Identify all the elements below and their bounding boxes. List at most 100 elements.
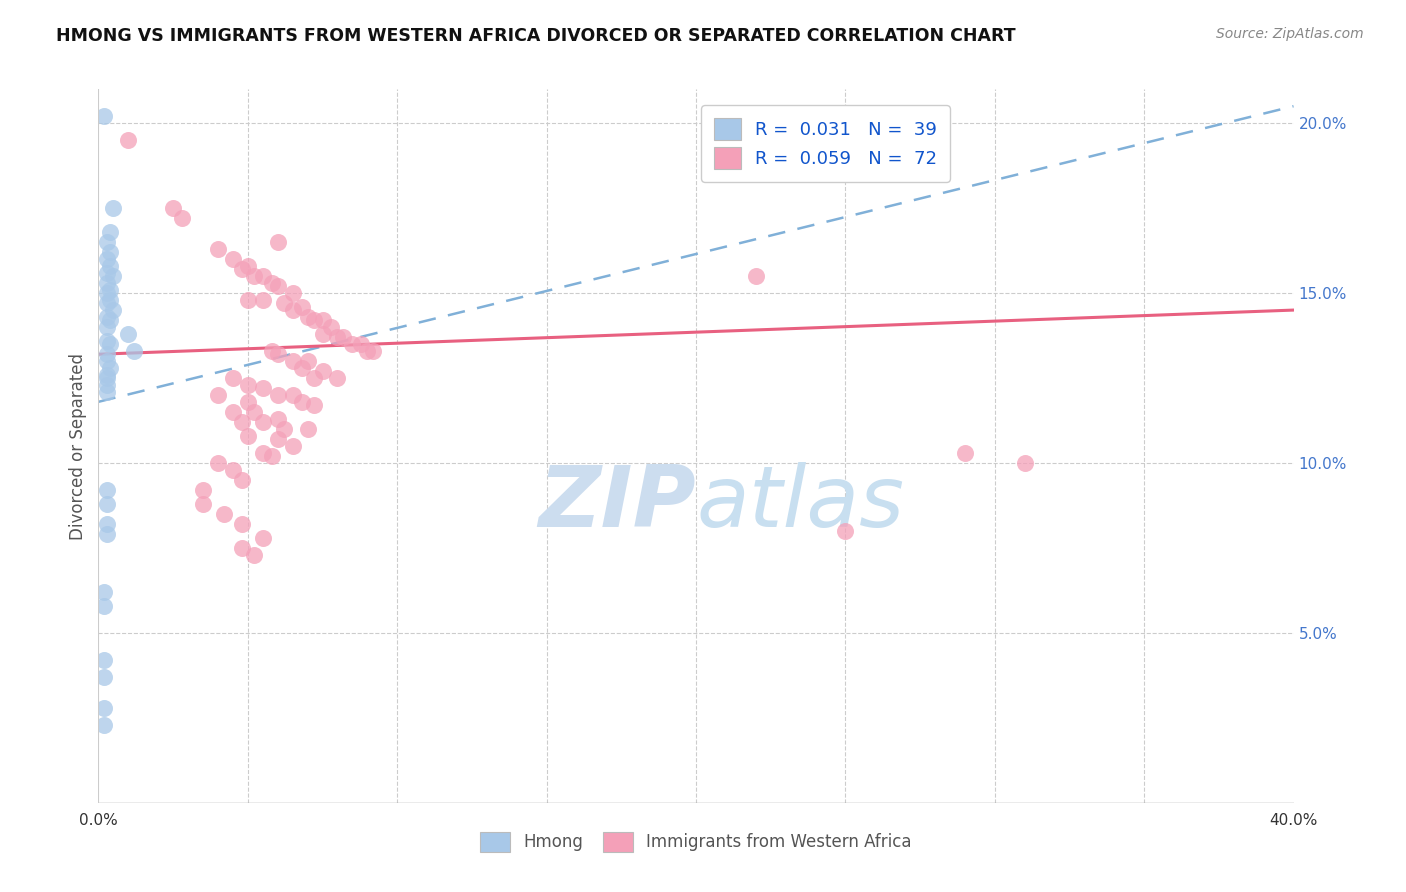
Point bbox=[96, 276, 118, 290]
Point bbox=[96, 384, 118, 399]
Point bbox=[96, 320, 118, 334]
Point bbox=[326, 330, 349, 344]
Point bbox=[93, 700, 115, 714]
Point bbox=[291, 360, 314, 375]
Point bbox=[117, 326, 139, 341]
Point bbox=[96, 235, 118, 249]
Point bbox=[267, 412, 290, 426]
Point bbox=[291, 300, 314, 314]
Point bbox=[96, 296, 118, 310]
Point bbox=[98, 293, 122, 307]
Point bbox=[103, 269, 125, 284]
Point bbox=[93, 599, 115, 613]
Point bbox=[103, 303, 125, 318]
Point bbox=[96, 377, 118, 392]
Point bbox=[98, 245, 122, 260]
Point bbox=[281, 388, 304, 402]
Point bbox=[302, 313, 325, 327]
Y-axis label: Divorced or Separated: Divorced or Separated bbox=[69, 352, 87, 540]
Legend: Hmong, Immigrants from Western Africa: Hmong, Immigrants from Western Africa bbox=[474, 825, 918, 859]
Point bbox=[311, 364, 333, 378]
Point bbox=[745, 269, 768, 284]
Point bbox=[350, 337, 373, 351]
Point bbox=[222, 371, 245, 385]
Point bbox=[236, 259, 259, 273]
Point bbox=[281, 303, 304, 318]
Point bbox=[321, 320, 343, 334]
Point bbox=[231, 473, 253, 487]
Point bbox=[172, 211, 194, 226]
Point bbox=[96, 286, 118, 301]
Point bbox=[93, 585, 115, 599]
Point bbox=[834, 524, 856, 538]
Point bbox=[342, 337, 364, 351]
Point bbox=[236, 429, 259, 443]
Point bbox=[231, 517, 253, 532]
Point bbox=[98, 360, 122, 375]
Point bbox=[281, 354, 304, 368]
Point bbox=[222, 463, 245, 477]
Point bbox=[96, 371, 118, 385]
Text: Source: ZipAtlas.com: Source: ZipAtlas.com bbox=[1216, 27, 1364, 41]
Point bbox=[212, 507, 235, 521]
Point bbox=[96, 310, 118, 324]
Point bbox=[243, 269, 266, 284]
Point bbox=[297, 310, 319, 324]
Point bbox=[267, 432, 290, 446]
Point bbox=[93, 717, 115, 731]
Point bbox=[267, 279, 290, 293]
Point bbox=[93, 653, 115, 667]
Point bbox=[302, 398, 325, 412]
Point bbox=[267, 347, 290, 361]
Point bbox=[96, 527, 118, 541]
Point bbox=[311, 326, 333, 341]
Point bbox=[96, 266, 118, 280]
Point bbox=[236, 293, 259, 307]
Point bbox=[297, 354, 319, 368]
Point bbox=[243, 548, 266, 562]
Point bbox=[267, 388, 290, 402]
Point bbox=[260, 449, 283, 463]
Point bbox=[260, 343, 283, 358]
Point bbox=[252, 415, 274, 429]
Text: ZIP: ZIP bbox=[538, 461, 696, 545]
Point bbox=[311, 313, 333, 327]
Point bbox=[207, 242, 229, 256]
Point bbox=[281, 286, 304, 301]
Point bbox=[281, 439, 304, 453]
Point bbox=[117, 133, 139, 147]
Point bbox=[332, 330, 354, 344]
Point bbox=[96, 347, 118, 361]
Point bbox=[252, 446, 274, 460]
Point bbox=[363, 343, 385, 358]
Point bbox=[222, 405, 245, 419]
Point bbox=[96, 483, 118, 498]
Point bbox=[252, 293, 274, 307]
Text: HMONG VS IMMIGRANTS FROM WESTERN AFRICA DIVORCED OR SEPARATED CORRELATION CHART: HMONG VS IMMIGRANTS FROM WESTERN AFRICA … bbox=[56, 27, 1017, 45]
Text: atlas: atlas bbox=[696, 461, 904, 545]
Point bbox=[252, 381, 274, 395]
Point bbox=[356, 343, 378, 358]
Point bbox=[98, 337, 122, 351]
Point bbox=[191, 483, 214, 498]
Point bbox=[273, 422, 295, 436]
Point bbox=[124, 343, 146, 358]
Point bbox=[243, 405, 266, 419]
Point bbox=[231, 415, 253, 429]
Point bbox=[103, 201, 125, 215]
Point bbox=[96, 497, 118, 511]
Point bbox=[96, 368, 118, 382]
Point bbox=[236, 394, 259, 409]
Point bbox=[273, 296, 295, 310]
Point bbox=[297, 422, 319, 436]
Point bbox=[222, 252, 245, 266]
Point bbox=[1014, 456, 1036, 470]
Point bbox=[207, 388, 229, 402]
Point bbox=[93, 670, 115, 684]
Point bbox=[252, 531, 274, 545]
Point bbox=[96, 252, 118, 266]
Point bbox=[96, 517, 118, 532]
Point bbox=[162, 201, 184, 215]
Point bbox=[98, 259, 122, 273]
Point bbox=[231, 541, 253, 555]
